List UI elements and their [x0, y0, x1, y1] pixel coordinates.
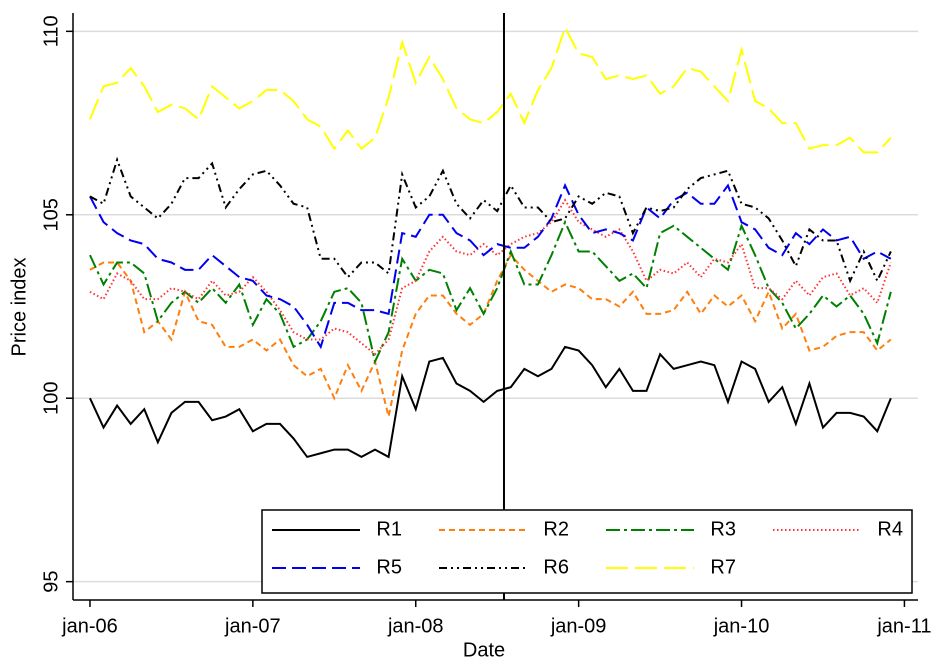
x-tick-label: jan-09: [550, 615, 607, 637]
x-tick-label: jan-11: [876, 615, 931, 637]
x-axis-label: Date: [463, 639, 505, 661]
series-line: [89, 219, 892, 365]
x-tick-label: jan-06: [61, 615, 118, 637]
x-tick-label: jan-07: [224, 615, 281, 637]
legend-label: R6: [543, 556, 569, 578]
legend-label: R7: [710, 556, 736, 578]
series-line: [89, 25, 892, 154]
x-tick-label: jan-10: [713, 615, 770, 637]
legend-label: R5: [376, 556, 402, 578]
y-tick-label: 100: [40, 382, 62, 415]
legend-label: R4: [877, 518, 903, 540]
series-line: [89, 345, 892, 459]
legend-box: [261, 509, 913, 594]
series-line: [89, 156, 892, 284]
y-tick-label: 105: [40, 198, 62, 231]
y-tick-label: 110: [40, 15, 62, 47]
legend-label: R1: [376, 518, 402, 540]
series-line: [89, 198, 892, 356]
legend-label: R2: [543, 518, 569, 540]
y-axis-label: Price index: [8, 258, 30, 357]
legend-label: R3: [710, 518, 736, 540]
series-line: [89, 182, 892, 350]
legend: R1 R2 R3 R4 R5 R6 R7: [261, 509, 913, 594]
series-line: [89, 253, 892, 417]
x-tick-label: jan-08: [387, 615, 444, 637]
y-tick-label: 95: [40, 571, 62, 593]
